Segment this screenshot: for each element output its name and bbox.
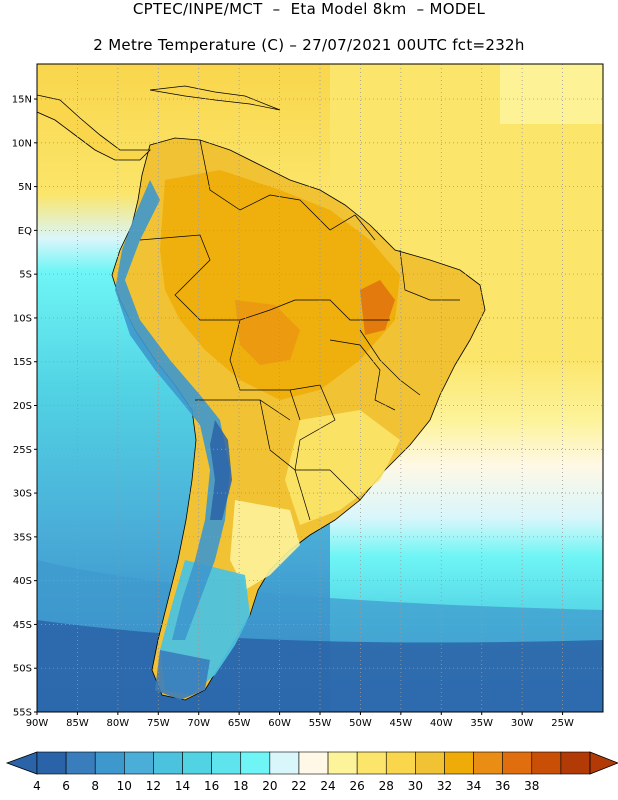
- lat-tick-label: 15N: [12, 95, 32, 106]
- colorbar-label: 30: [408, 779, 423, 793]
- colorbar-label: 28: [379, 779, 394, 793]
- lat-tick-label: 35S: [13, 532, 32, 543]
- colorbar-swatch: [444, 751, 474, 775]
- colorbar-label: 34: [466, 779, 481, 793]
- lat-tick-label: 5N: [18, 182, 32, 193]
- colorbar-swatch: [65, 751, 96, 775]
- colorbar-swatch: [211, 751, 242, 775]
- colorbar-label: 14: [175, 779, 190, 793]
- colorbar-swatch: [560, 751, 591, 775]
- colorbar-label: 38: [524, 779, 539, 793]
- colorbar-swatch: [502, 751, 533, 775]
- colorbar-swatch: [327, 751, 358, 775]
- lon-tick-label: 35W: [470, 718, 493, 729]
- lon-tick-label: 40W: [430, 718, 453, 729]
- lon-tick-label: 50W: [349, 718, 372, 729]
- longitude-axis: 90W 85W 80W 75W 70W 65W 60W 55W 50W 45W 40W 35W 30W 2…: [26, 712, 574, 729]
- lon-tick-label: 70W: [187, 718, 210, 729]
- lat-tick-label: 45S: [13, 620, 32, 631]
- colorbar-label: 22: [291, 779, 306, 793]
- lat-tick-label: 20S: [13, 401, 32, 412]
- colorbar-label: 32: [437, 779, 452, 793]
- lon-tick-label: 55W: [309, 718, 332, 729]
- lat-tick-label: 50S: [13, 664, 32, 675]
- lat-tick-label: 55S: [13, 708, 32, 719]
- lat-tick-label: 10N: [12, 138, 32, 149]
- lon-tick-label: 30W: [511, 718, 534, 729]
- pampas-mild: [230, 500, 300, 590]
- ocean-warm-zone-2: [500, 64, 603, 124]
- lat-tick-label: 10S: [13, 313, 32, 324]
- map-title-line1: CPTEC/INPE/MCT – Eta Model 8km – MODEL: [132, 0, 486, 18]
- colorbar-swatch: [124, 751, 154, 775]
- lon-tick-label: 80W: [107, 718, 130, 729]
- colorbar-over-triangle: [589, 751, 618, 775]
- lat-tick-label: 15S: [13, 357, 32, 368]
- southern-brazil-mild: [285, 410, 400, 525]
- colorbar-label: 18: [233, 779, 248, 793]
- colorbar-label: 24: [320, 779, 335, 793]
- lat-tick-label: EQ: [18, 226, 32, 237]
- lat-tick-label: 40S: [13, 576, 32, 587]
- caribbean-islands: [149, 85, 281, 111]
- colorbar-swatch: [182, 751, 212, 775]
- latitude-axis: 15N 10N 5N EQ 5S 10S 15S 20S 25S 30S 35S 40S 45S 50S 5…: [12, 95, 37, 719]
- colorbar-label: 12: [146, 779, 161, 793]
- lat-tick-label: 30S: [13, 489, 32, 500]
- patagonia-south-cold: [155, 650, 210, 700]
- lon-tick-label: 90W: [26, 718, 49, 729]
- colorbar-swatch: [36, 751, 67, 775]
- colorbar-label: 16: [204, 779, 219, 793]
- colorbar-swatch: [153, 751, 183, 775]
- map-gridlines: [37, 64, 603, 712]
- lon-tick-label: 85W: [66, 718, 89, 729]
- colorbar-label: 4: [33, 779, 41, 793]
- colorbar-swatch: [385, 751, 416, 775]
- lon-tick-label: 65W: [228, 718, 251, 729]
- country-borders: [139, 139, 460, 521]
- colorbar-label: 10: [117, 779, 132, 793]
- hotspot-zone: [360, 280, 395, 335]
- andes-cold-strip: [115, 180, 230, 640]
- colorbar-label: 26: [350, 779, 365, 793]
- colorbar-swatch: [473, 751, 503, 775]
- lat-tick-label: 5S: [19, 270, 32, 281]
- colorbar-swatch: [94, 751, 125, 775]
- lon-tick-label: 25W: [551, 718, 574, 729]
- lon-tick-label: 60W: [268, 718, 291, 729]
- amazon-warm-zone: [160, 170, 400, 400]
- andes-core: [210, 420, 232, 520]
- map-title-line2: 2 Metre Temperature (C) – 27/07/2021 00U…: [93, 36, 525, 54]
- lon-tick-label: 45W: [390, 718, 413, 729]
- colorbar-swatch: [531, 751, 562, 775]
- lat-tick-label: 25S: [13, 445, 32, 456]
- colorbar-swatch: [415, 751, 445, 775]
- colorbar-label: 8: [91, 779, 99, 793]
- lon-tick-label: 75W: [147, 718, 170, 729]
- colorbar-swatch: [298, 751, 329, 775]
- central-america-land: [37, 94, 151, 161]
- colorbar: 4 6 8 10 12 14 16 18 20 22 24 26 28 30 32 34 36 38: [5, 751, 618, 793]
- colorbar-under-triangle: [5, 751, 38, 775]
- colorbar-label: 20: [262, 779, 277, 793]
- colorbar-label: 36: [495, 779, 510, 793]
- colorbar-swatch: [240, 751, 271, 775]
- colorbar-swatch: [356, 751, 387, 775]
- colorbar-swatch: [269, 751, 300, 775]
- colorbar-label: 6: [62, 779, 70, 793]
